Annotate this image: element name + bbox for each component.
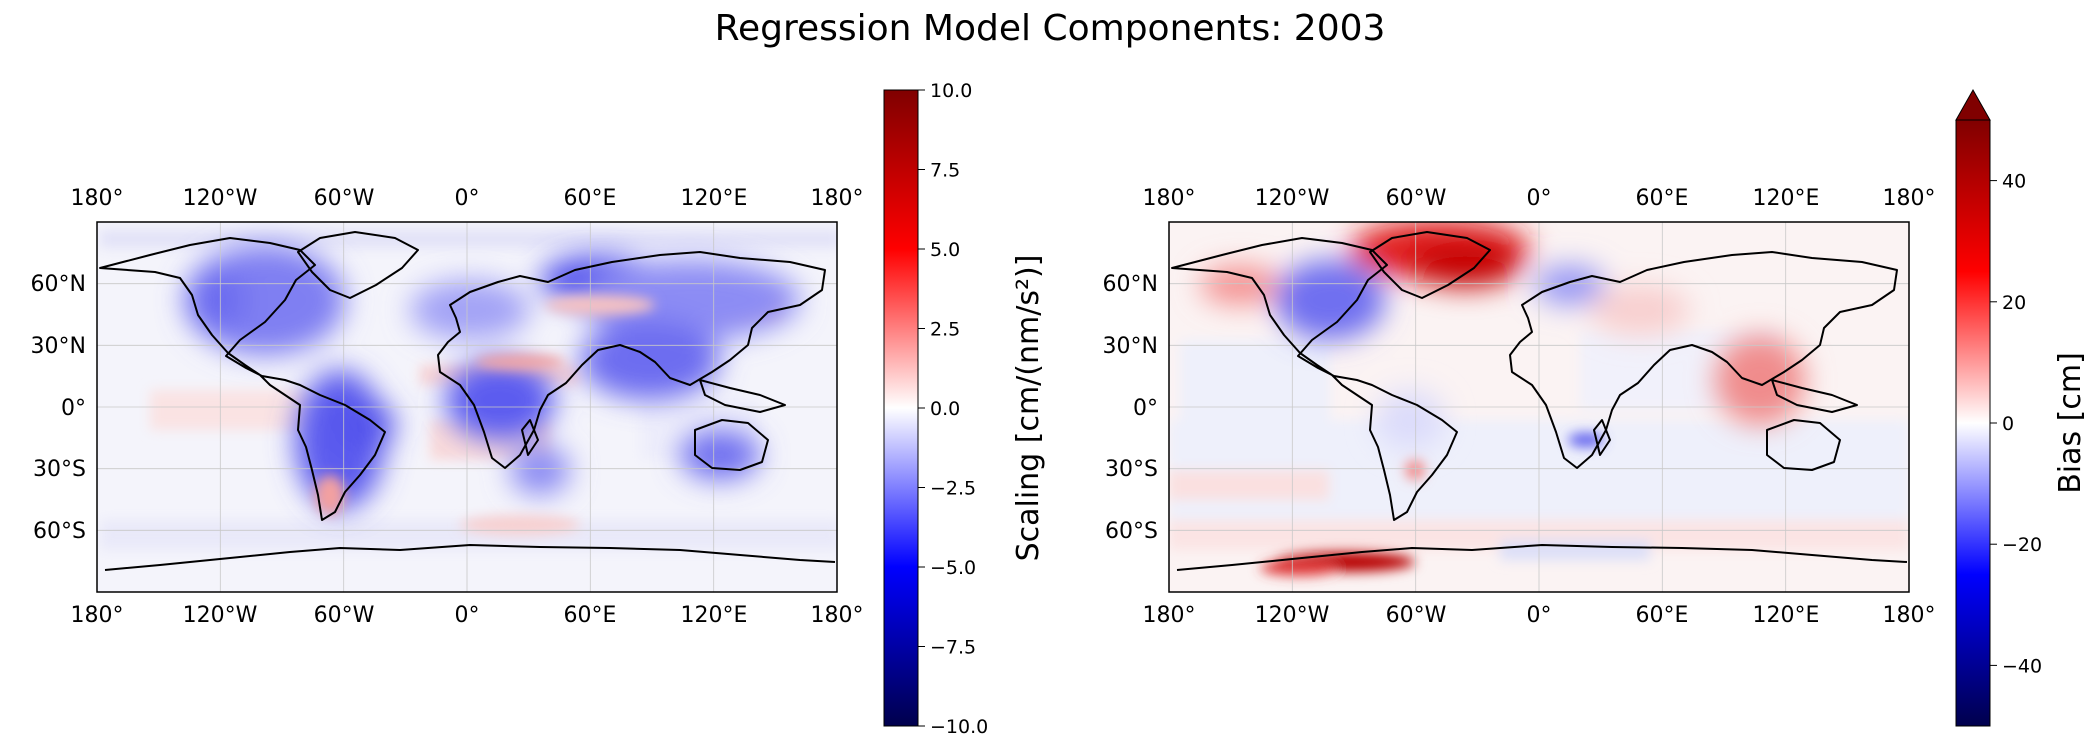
scaling-top-ticks: 180° 120°W 60°W 0° 60°E 120°E 180° [71,186,864,211]
bias-colorbar-tick-label: 0 [2002,413,2014,435]
scaling-lat-tick-0: 0° [61,396,86,421]
scaling-top-tick-180e: 180° [811,186,864,211]
scaling-colorbar: 10.0 7.5 5.0 2.5 0.0 −2.5 −5.0 −7.5 −10.0 Scalin… [883,80,1046,738]
bias-bottom-tick-180w: 180° [1143,603,1196,628]
scaling-bottom-ticks: 180° 120°W 60°W 0° 60°E 120°E 180° [71,603,864,628]
scaling-top-tick-60w: 60°W [314,186,375,211]
bias-map-frame [1168,221,1910,593]
bias-colorbar-tick-label: 20 [2002,292,2026,314]
scaling-bottom-tick-120w: 120°W [183,603,258,628]
bias-lat-tick-0: 0° [1133,396,1158,421]
scaling-lat-tick-30n: 30°N [31,334,86,359]
scaling-colorbar-tick-label: −5.0 [930,557,976,579]
figure-title: Regression Model Components: 2003 [714,8,1386,49]
scaling-lat-tick-30s: 30°S [33,457,86,482]
panel-bias: 180° 120°W 60°W 0° 60°E 120°E 180° 180° … [1103,88,2088,727]
scaling-top-tick-120e: 120°E [681,186,748,211]
bias-lat-ticks: 60°N 30°N 0° 30°S 60°S [1103,272,1158,544]
bias-top-tick-60e: 60°E [1636,186,1689,211]
bias-colorbar-tick-label: −40 [2002,655,2042,677]
scaling-coastlines [99,231,836,571]
bias-bottom-tick-180e: 180° [1883,603,1936,628]
bias-top-tick-0: 0° [1527,186,1552,211]
scaling-colorbar-tick-label: −10.0 [930,716,988,738]
scaling-top-tick-60e: 60°E [564,186,617,211]
bias-top-tick-180e: 180° [1883,186,1936,211]
scaling-colorbar-label: Scaling [cm/(nm/s²)] [1011,255,1046,562]
bias-colorbar-tick-label: 40 [2002,171,2026,193]
bias-lat-tick-30s: 30°S [1105,457,1158,482]
bias-colorbar-extend-arrow [1955,88,1991,121]
bias-bottom-tick-0: 0° [1527,603,1552,628]
panel-scaling: 180° 120°W 60°W 0° 60°E 120°E 180° 180° … [31,80,1046,738]
bias-bottom-tick-60e: 60°E [1636,603,1689,628]
bias-colorbar: 40 20 0 −20 −40 Bias [cm] [1955,88,2088,727]
bias-lat-tick-30n: 30°N [1103,334,1158,359]
scaling-bottom-tick-60e: 60°E [564,603,617,628]
bias-bottom-tick-60w: 60°W [1386,603,1447,628]
scaling-colorbar-tick-label: 10.0 [930,80,972,102]
scaling-colorbar-tick-label: −7.5 [930,637,976,659]
bias-bottom-ticks: 180° 120°W 60°W 0° 60°E 120°E 180° [1143,603,1936,628]
scaling-bottom-tick-120e: 120°E [681,603,748,628]
scaling-lat-tick-60n: 60°N [31,272,86,297]
bias-top-tick-120w: 120°W [1255,186,1330,211]
scaling-lat-tick-60s: 60°S [33,519,86,544]
bias-top-tick-60w: 60°W [1386,186,1447,211]
scaling-lat-ticks: 60°N 30°N 0° 30°S 60°S [31,272,86,544]
scaling-colorbar-tick-label: 2.5 [930,319,960,341]
bias-colorbar-tick-label: −20 [2002,534,2042,556]
scaling-colorbar-tick-label: 0.0 [930,398,960,420]
scaling-colorbar-tick-label: 5.0 [930,239,960,261]
scaling-bottom-tick-180e: 180° [811,603,864,628]
bias-lat-tick-60s: 60°S [1105,519,1158,544]
scaling-bottom-tick-60w: 60°W [314,603,375,628]
scaling-bottom-tick-0: 0° [455,603,480,628]
bias-top-ticks: 180° 120°W 60°W 0° 60°E 120°E 180° [1143,186,1936,211]
bias-bottom-tick-120w: 120°W [1255,603,1330,628]
bias-coastlines [1171,231,1908,571]
scaling-bottom-tick-180w: 180° [71,603,124,628]
bias-top-tick-120e: 120°E [1753,186,1820,211]
scaling-top-tick-0: 0° [455,186,480,211]
bias-top-tick-180w: 180° [1143,186,1196,211]
scaling-map-frame [96,221,838,593]
scaling-top-tick-180w: 180° [71,186,124,211]
bias-bottom-tick-120e: 120°E [1753,603,1820,628]
scaling-top-tick-120w: 120°W [183,186,258,211]
scaling-colorbar-tick-label: −2.5 [930,478,976,500]
bias-colorbar-label: Bias [cm] [2053,352,2088,494]
bias-lat-tick-60n: 60°N [1103,272,1158,297]
scaling-colorbar-tick-label: 7.5 [930,160,960,182]
